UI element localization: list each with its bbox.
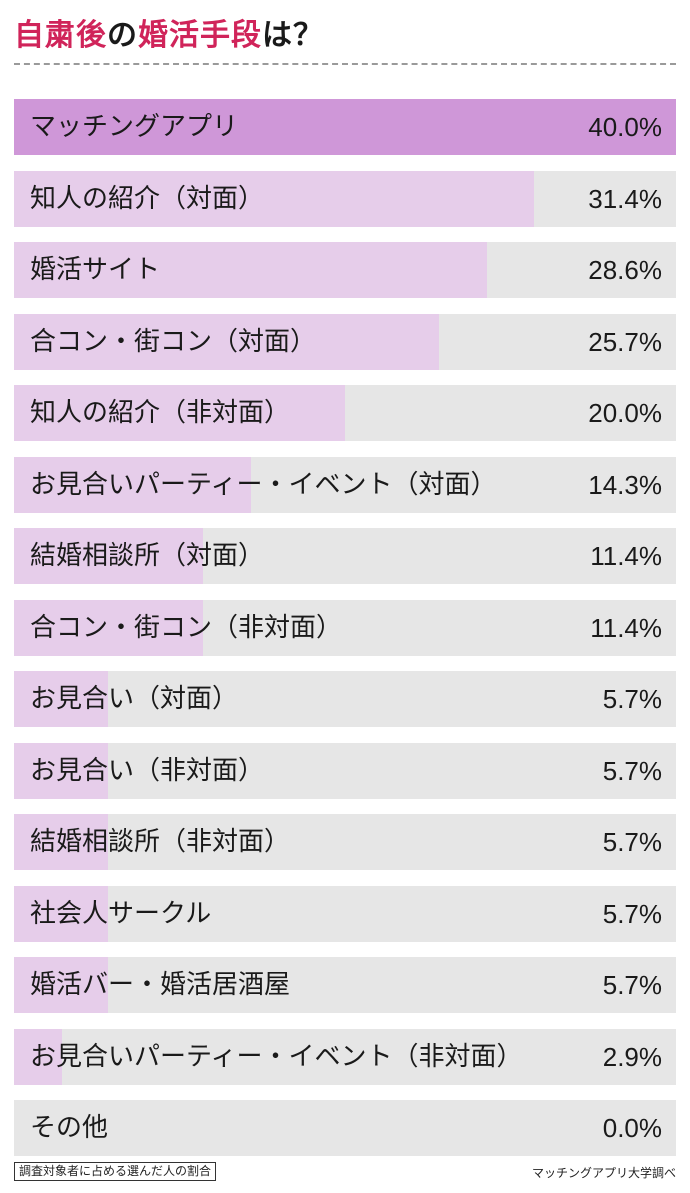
bar-value-label: 14.3% [588, 470, 662, 500]
footnote: 調査対象者に占める選んだ人の割合 [14, 1162, 217, 1181]
bar-fill [14, 957, 108, 1013]
bar-fill [14, 1029, 62, 1085]
bar-row: 社会人サークル 5.7% [14, 886, 676, 942]
bar-value-label: 40.0% [588, 112, 662, 142]
bar-fill [14, 171, 534, 227]
bar-label: マッチングアプリ [30, 112, 239, 142]
bar-label: その他 [30, 1113, 109, 1143]
title-part-4: は？ [262, 18, 324, 53]
bar-row: 結婚相談所（対面） 11.4% [14, 528, 676, 584]
bar-value-label: 5.7% [602, 827, 662, 857]
bar-label: 知人の紹介（非対面） [30, 398, 291, 428]
bar-label: 合コン・街コン（非対面） [30, 613, 343, 643]
title-part-2: の [107, 18, 138, 53]
bar-label: お見合いパーティー・イベント（対面） [30, 470, 497, 500]
bar-row: お見合いパーティー・イベント（対面） 14.3% [14, 457, 676, 513]
bar-value-label: 2.9% [602, 1042, 662, 1072]
bar-fill [14, 242, 487, 298]
bar-fill [14, 457, 251, 513]
bar-fill [14, 314, 439, 370]
bar-fill [14, 886, 108, 942]
bar-label: 知人の紹介（対面） [30, 184, 265, 214]
bar-label: 婚活サイト [30, 255, 161, 285]
bar-label: 婚活バー・婚活居酒屋 [30, 970, 291, 1000]
bar-fill [14, 99, 676, 155]
bar-value-label: 20.0% [588, 398, 662, 428]
bar-value-label: 31.4% [588, 184, 662, 214]
bar-value-label: 5.7% [602, 970, 662, 1000]
bar-label: 結婚相談所（非対面） [30, 827, 291, 857]
bar-row: マッチングアプリ 40.0% [14, 99, 676, 155]
bar-value-label: 5.7% [602, 899, 662, 929]
bar-row: 婚活バー・婚活居酒屋 5.7% [14, 957, 676, 1013]
bar-row: その他 0.0% [14, 1100, 676, 1156]
bar-row: 結婚相談所（非対面） 5.7% [14, 814, 676, 870]
bar-label: お見合い（対面） [30, 684, 239, 714]
bar-row: お見合い（対面） 5.7% [14, 671, 676, 727]
bar-row: お見合い（非対面） 5.7% [14, 743, 676, 799]
bar-label: お見合いパーティー・イベント（非対面） [30, 1042, 523, 1072]
bar-label: 社会人サークル [30, 899, 212, 929]
bar-row: 合コン・街コン（対面） 25.7% [14, 314, 676, 370]
bar-row: お見合いパーティー・イベント（非対面） 2.9% [14, 1029, 676, 1085]
bar-value-label: 5.7% [602, 684, 662, 714]
bar-value-label: 11.4% [590, 613, 662, 643]
bar-fill [14, 671, 108, 727]
title-part-1: 自粛後 [14, 18, 107, 53]
bar-fill [14, 600, 203, 656]
bar-row: 婚活サイト 28.6% [14, 242, 676, 298]
bar-value-label: 5.7% [602, 756, 662, 786]
bar-value-label: 28.6% [588, 255, 662, 285]
source-note: マッチングアプリ大学調べ [531, 1166, 676, 1180]
bar-fill [14, 528, 203, 584]
bar-value-label: 11.4% [590, 541, 662, 571]
bar-row: 合コン・街コン（非対面） 11.4% [14, 600, 676, 656]
bar-label: 合コン・街コン（対面） [30, 327, 317, 357]
title-divider [14, 63, 676, 65]
bar-label: お見合い（非対面） [30, 756, 265, 786]
bar-label: 結婚相談所（対面） [30, 541, 265, 571]
bar-fill [14, 385, 345, 441]
bar-row: 知人の紹介（非対面） 20.0% [14, 385, 676, 441]
title-part-3: 婚活手段 [138, 18, 262, 53]
bar-fill [14, 814, 108, 870]
chart-title: 自粛後の婚活手段は？ [14, 10, 324, 54]
bar-value-label: 25.7% [588, 327, 662, 357]
bar-row: 知人の紹介（対面） 31.4% [14, 171, 676, 227]
bar-fill [14, 743, 108, 799]
bar-value-label: 0.0% [602, 1113, 662, 1143]
